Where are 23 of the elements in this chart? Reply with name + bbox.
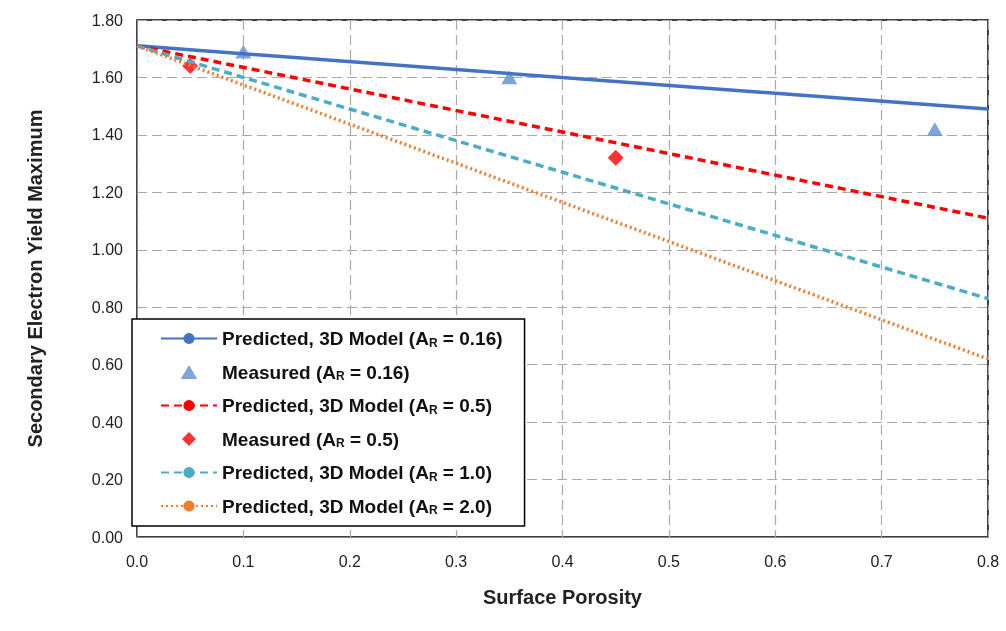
x-tick-label: 0.1 [232, 552, 255, 570]
x-tick-label: 0.5 [657, 552, 681, 570]
x-tick-label: 0.6 [764, 552, 787, 570]
x-axis-title: Surface Porosity [483, 586, 643, 608]
x-tick-label: 0.4 [551, 552, 574, 570]
point [926, 122, 943, 136]
y-tick-label: 0.20 [91, 471, 124, 489]
x-tick-label: 0.0 [125, 552, 149, 570]
y-tick-label: 1.60 [91, 68, 124, 86]
y-tick-label: 0.40 [91, 413, 124, 431]
x-tick-label: 0.3 [445, 552, 468, 570]
y-tick-label: 1.80 [91, 11, 124, 29]
y-tick-label: 0.60 [91, 356, 124, 374]
y-tick-label: 0.80 [91, 298, 124, 316]
y-axis-title: Secondary Electron Yield Maximum [24, 109, 46, 448]
y-tick-label: 0.00 [91, 528, 124, 546]
y-tick-label: 1.40 [91, 126, 124, 144]
x-tick-label: 0.8 [976, 552, 1000, 570]
point [607, 149, 624, 166]
y-tick-label: 1.20 [91, 183, 124, 201]
y-tick-label: 1.00 [91, 241, 124, 259]
x-tick-label: 0.7 [870, 552, 893, 570]
x-tick-label: 0.2 [338, 552, 361, 570]
